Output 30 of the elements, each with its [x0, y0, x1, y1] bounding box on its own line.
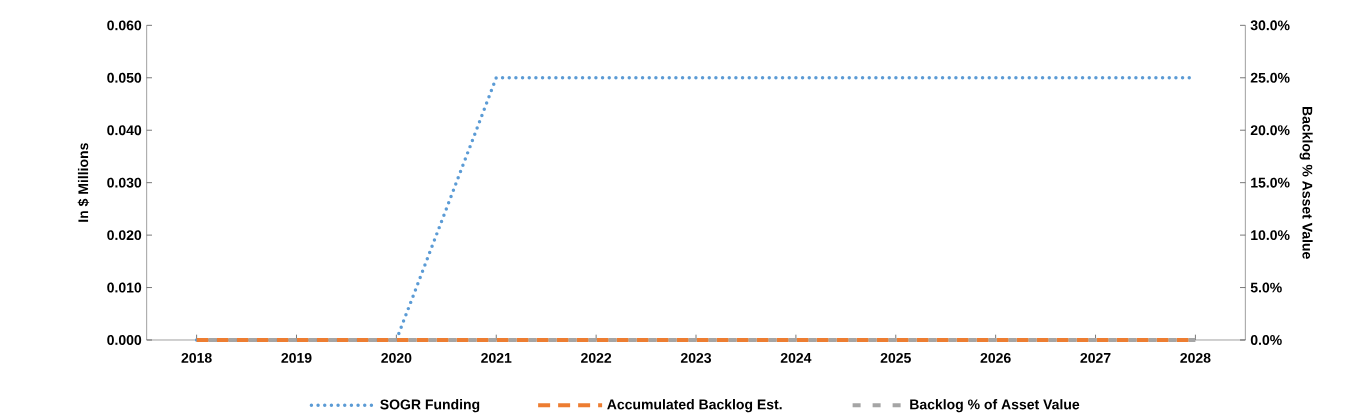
y-tick-label: 0.040: [107, 125, 142, 136]
y2-tick-label: 15.0%: [1251, 177, 1290, 188]
legend-label: Accumulated Backlog Est.: [607, 399, 782, 413]
x-tick-label: 2018: [181, 352, 212, 363]
y-tick-label: 0.050: [107, 72, 142, 83]
y2-tick-label: 10.0%: [1251, 230, 1290, 241]
y2-tick-label: 30.0%: [1250, 20, 1290, 31]
x-tick-label: 2021: [481, 352, 512, 363]
y-tick-label: 0.010: [107, 282, 142, 293]
x-tick-label: 2027: [1080, 352, 1111, 363]
y-axis-title: In $ Millions: [77, 143, 90, 222]
y2-tick-label: 5.0%: [1250, 282, 1282, 293]
legend-label: Backlog % of Asset Value: [910, 399, 1080, 413]
y-tick-label: 0.030: [107, 177, 142, 188]
x-tick-label: 2020: [381, 352, 412, 363]
x-tick-label: 2025: [880, 352, 911, 363]
x-tick-label: 2028: [1180, 352, 1211, 363]
x-tick-label: 2023: [680, 352, 712, 363]
x-tick-label: 2022: [581, 352, 612, 363]
x-tick-label: 2026: [980, 352, 1011, 363]
y2-tick-label: 20.0%: [1250, 125, 1290, 136]
y2-tick-label: 25.0%: [1250, 72, 1290, 83]
y2-tick-label: 0.0%: [1250, 335, 1282, 345]
y-tick-label: 0.060: [107, 20, 142, 31]
y-tick-label: 0.000: [107, 335, 142, 345]
y-tick-label: 0.020: [107, 230, 142, 241]
y2-axis-title: Backlog % Asset Value: [1299, 106, 1313, 259]
x-tick-label: 2019: [281, 352, 312, 363]
x-tick-label: 2024: [780, 352, 812, 363]
legend-label: SOGR Funding: [380, 399, 480, 413]
